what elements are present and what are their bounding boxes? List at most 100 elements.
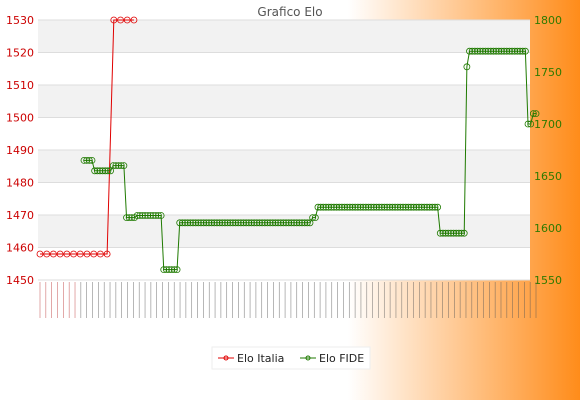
data-point-elo-fide xyxy=(378,203,386,211)
data-point-elo-fide xyxy=(285,219,293,227)
y-right-tick-label: 1600 xyxy=(534,222,562,235)
data-point-elo-fide xyxy=(293,219,301,227)
data-point-elo-fide xyxy=(139,212,146,219)
data-point-elo-fide xyxy=(500,47,508,55)
data-point-elo-fide xyxy=(521,47,529,55)
data-point-elo-fide xyxy=(133,212,141,219)
data-point-elo-fide xyxy=(157,212,165,219)
data-point-elo-fide xyxy=(216,219,224,227)
y-right-tick-label: 1750 xyxy=(534,66,562,79)
data-point-elo-fide xyxy=(482,47,489,55)
grid-band xyxy=(38,52,530,85)
data-point-elo-fide xyxy=(490,47,497,55)
data-point-elo-italia xyxy=(90,250,98,258)
x-axis-ticks xyxy=(39,282,537,318)
data-point-elo-fide xyxy=(391,203,399,211)
data-point-elo-fide xyxy=(389,203,396,211)
data-point-elo-fide xyxy=(407,203,415,211)
y-left-tick-label: 1470 xyxy=(6,209,34,222)
data-point-elo-fide xyxy=(88,156,96,164)
data-point-elo-fide xyxy=(202,219,210,227)
data-point-elo-fide xyxy=(434,203,442,211)
data-point-elo-fide xyxy=(511,47,519,55)
data-point-elo-fide xyxy=(282,219,290,227)
data-point-elo-fide xyxy=(101,167,109,175)
data-point-elo-fide xyxy=(354,203,362,211)
data-point-elo-fide xyxy=(258,219,266,227)
data-point-elo-fide xyxy=(396,203,404,211)
data-point-elo-fide xyxy=(234,219,242,227)
data-point-elo-fide xyxy=(200,219,208,227)
data-point-elo-fide xyxy=(224,219,231,227)
data-point-elo-fide xyxy=(210,219,218,227)
data-point-elo-fide xyxy=(450,229,457,237)
data-point-elo-fide xyxy=(311,214,319,222)
data-point-elo-fide xyxy=(290,219,298,227)
data-point-elo-fide xyxy=(85,156,93,164)
data-point-elo-fide xyxy=(338,203,346,211)
data-point-elo-fide xyxy=(301,219,309,227)
data-point-elo-fide xyxy=(253,219,261,227)
data-point-elo-fide xyxy=(335,203,343,211)
data-point-elo-fide xyxy=(404,203,412,211)
data-point-elo-fide xyxy=(269,219,277,227)
data-point-elo-fide xyxy=(287,219,295,227)
data-point-elo-fide xyxy=(479,47,487,55)
data-point-elo-fide xyxy=(91,167,99,175)
series-layer xyxy=(36,16,540,274)
data-point-elo-fide xyxy=(394,203,402,211)
data-point-elo-fide xyxy=(93,167,101,175)
data-point-elo-fide xyxy=(280,219,287,227)
data-point-elo-fide xyxy=(317,203,325,211)
data-point-elo-fide xyxy=(248,219,255,227)
y-right-tick-label: 1700 xyxy=(534,118,562,131)
data-point-elo-fide xyxy=(104,167,112,175)
data-point-elo-fide xyxy=(367,203,375,211)
data-point-elo-fide xyxy=(205,219,213,227)
data-point-elo-fide xyxy=(240,219,247,227)
data-point-elo-fide xyxy=(351,203,359,211)
y-left-tick-label: 1480 xyxy=(6,177,34,190)
data-point-elo-fide xyxy=(529,110,537,117)
data-point-elo-fide xyxy=(410,203,418,211)
data-point-elo-fide xyxy=(527,120,535,128)
data-point-elo-fide xyxy=(524,120,532,128)
data-point-elo-fide xyxy=(314,203,322,211)
data-point-elo-fide xyxy=(176,219,184,227)
data-point-elo-fide xyxy=(242,219,250,227)
data-point-elo-fide xyxy=(431,203,439,211)
data-point-elo-fide xyxy=(306,219,314,227)
data-point-elo-fide xyxy=(229,219,237,227)
data-point-elo-fide xyxy=(447,229,455,237)
data-point-elo-fide xyxy=(474,47,481,55)
legend-box xyxy=(211,346,371,370)
grid-bands xyxy=(38,19,530,281)
data-point-elo-fide xyxy=(519,47,527,55)
data-point-elo-fide xyxy=(149,212,157,219)
data-point-elo-fide xyxy=(184,219,192,227)
data-point-elo-fide xyxy=(420,203,428,211)
data-point-elo-fide xyxy=(460,229,468,237)
data-point-elo-fide xyxy=(444,229,452,237)
data-point-elo-fide xyxy=(503,47,511,55)
data-point-elo-fide xyxy=(117,162,125,170)
data-point-elo-fide xyxy=(386,203,394,211)
data-point-elo-fide xyxy=(274,219,282,227)
data-point-elo-fide xyxy=(237,219,245,227)
data-point-elo-fide xyxy=(112,162,120,170)
data-point-elo-fide xyxy=(532,110,540,117)
grid-band xyxy=(38,117,530,150)
data-point-elo-fide xyxy=(381,203,388,211)
legend-marker-elo-fide xyxy=(305,355,311,361)
data-point-elo-fide xyxy=(373,203,380,211)
data-point-elo-fide xyxy=(383,203,391,211)
legend-marker-elo-italia xyxy=(223,355,229,361)
grid-band xyxy=(38,85,530,118)
data-point-elo-fide xyxy=(513,47,521,55)
data-point-elo-fide xyxy=(495,47,503,55)
data-point-elo-fide xyxy=(487,47,495,55)
data-point-elo-fide xyxy=(333,203,340,211)
data-point-elo-italia xyxy=(76,250,84,258)
y-axis-left: 1450 1460 1470 1480 1490 1500 1510 1520 1530 xyxy=(6,14,34,287)
data-point-elo-fide xyxy=(80,156,88,164)
